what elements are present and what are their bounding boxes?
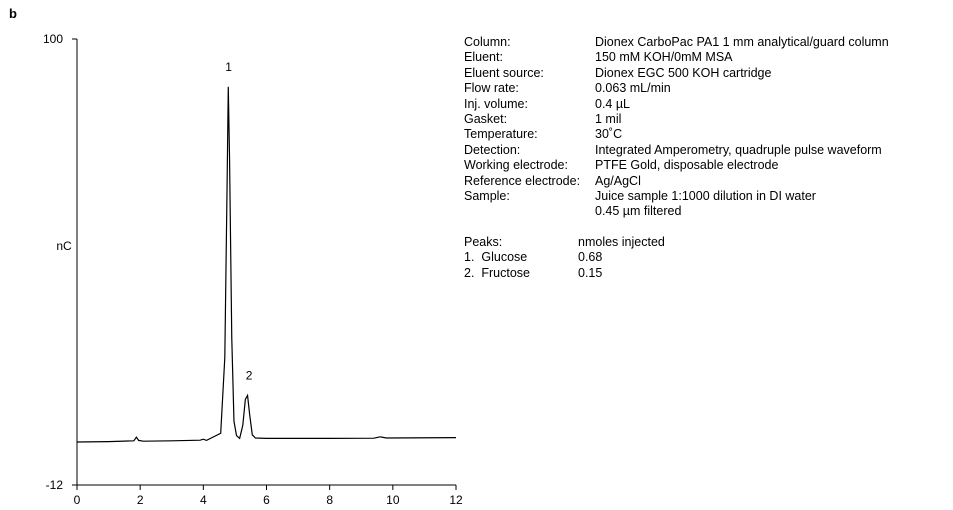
peak-annotation: 1 — [225, 60, 232, 74]
chart-ticks: 100-120 2 4 6 8 10 12 — [43, 32, 463, 507]
condition-label: Inj. volume: — [464, 96, 528, 111]
condition-row: Working electrode: PTFE Gold, disposable … — [464, 158, 889, 173]
condition-label: Working electrode: — [464, 158, 568, 173]
condition-value: Juice sample 1:1000 dilution in DI water — [595, 189, 816, 204]
condition-row: Eluent: 150 mM KOH/0mM MSA — [464, 50, 889, 65]
peak-row: 1. Glucose 0.68 — [464, 250, 889, 265]
x-tick-label: 4 — [200, 493, 207, 507]
condition-label: Reference electrode: — [464, 173, 581, 188]
condition-row: Gasket: 1 mil — [464, 112, 889, 127]
peaks-header: Peaks: nmoles injected — [464, 235, 889, 250]
condition-row: Flow rate: 0.063 mL/min — [464, 81, 889, 96]
condition-label — [464, 204, 595, 219]
peak-annotation: 2 — [246, 368, 253, 382]
peak-name: 1. Glucose — [464, 250, 528, 265]
conditions-panel: Column: Dionex CarboPac PA1 1 mm analytic… — [464, 35, 889, 281]
peak-amount: 0.68 — [578, 250, 603, 265]
y-tick-label: 100 — [43, 32, 63, 46]
chart-axes — [76, 39, 456, 486]
x-tick-label: 0 — [74, 493, 81, 507]
x-tick-label: 8 — [326, 493, 333, 507]
peaks-label: Peaks: — [464, 234, 503, 249]
condition-label: Temperature: — [464, 127, 538, 142]
chart-labels: nC 1 2 — [56, 60, 252, 383]
peak-amount: 0.15 — [578, 265, 603, 280]
condition-value: 0.4 µL — [595, 96, 631, 111]
condition-row: Detection: Integrated Amperometry, quadru… — [464, 143, 889, 158]
x-tick-label: 12 — [449, 493, 463, 507]
condition-value: Dionex CarboPac PA1 1 mm analytical/guar… — [595, 35, 889, 49]
panel-label: b — [9, 6, 17, 21]
condition-value: 0.063 mL/min — [595, 81, 671, 96]
condition-label: Eluent: — [464, 50, 503, 65]
conditions-list: Column: Dionex CarboPac PA1 1 mm analytic… — [464, 35, 889, 220]
y-tick-label: -12 — [46, 478, 64, 492]
condition-label: Sample: — [464, 189, 510, 204]
condition-label: Gasket: — [464, 112, 508, 127]
condition-value: Ag/AgCl — [595, 173, 641, 188]
peaks-list: 1. Glucose 0.68 2. Fructose 0.15 — [464, 250, 889, 281]
condition-value: PTFE Gold, disposable electrode — [595, 158, 779, 173]
condition-value: Dionex EGC 500 KOH cartridge — [595, 65, 772, 80]
peak-name: 2. Fructose — [464, 265, 530, 280]
condition-value: 1 mil — [595, 112, 622, 127]
x-tick-label: 6 — [263, 493, 270, 507]
condition-row: Eluent source: Dionex EGC 500 KOH cartrid… — [464, 66, 889, 81]
x-tick-label: 2 — [137, 493, 144, 507]
condition-value: Integrated Amperometry, quadruple pulse … — [595, 142, 882, 157]
peaks-unit: nmoles injected — [578, 234, 665, 249]
condition-value: 150 mM KOH/0mM MSA — [595, 50, 733, 65]
chromatogram-trace — [76, 86, 457, 443]
condition-label: Column: — [464, 35, 511, 49]
condition-row: Inj. volume: 0.4 µL — [464, 97, 889, 112]
condition-label: Eluent source: — [464, 65, 544, 80]
condition-row: 0.45 µm filtered — [464, 204, 889, 219]
condition-row: Column: Dionex CarboPac PA1 1 mm analytic… — [464, 35, 889, 50]
condition-row: Reference electrode: Ag/AgCl — [464, 174, 889, 189]
condition-label: Detection: — [464, 142, 521, 157]
condition-value: 0.45 µm filtered — [595, 204, 682, 219]
y-axis-label: nC — [56, 239, 72, 253]
x-tick-label: 10 — [386, 493, 400, 507]
condition-label: Flow rate: — [464, 81, 519, 96]
condition-row: Temperature: 30˚C — [464, 127, 889, 142]
peak-row: 2. Fructose 0.15 — [464, 266, 889, 281]
condition-value: 30˚C — [595, 127, 623, 142]
condition-row: Sample: Juice sample 1:1000 dilution in D… — [464, 189, 889, 204]
